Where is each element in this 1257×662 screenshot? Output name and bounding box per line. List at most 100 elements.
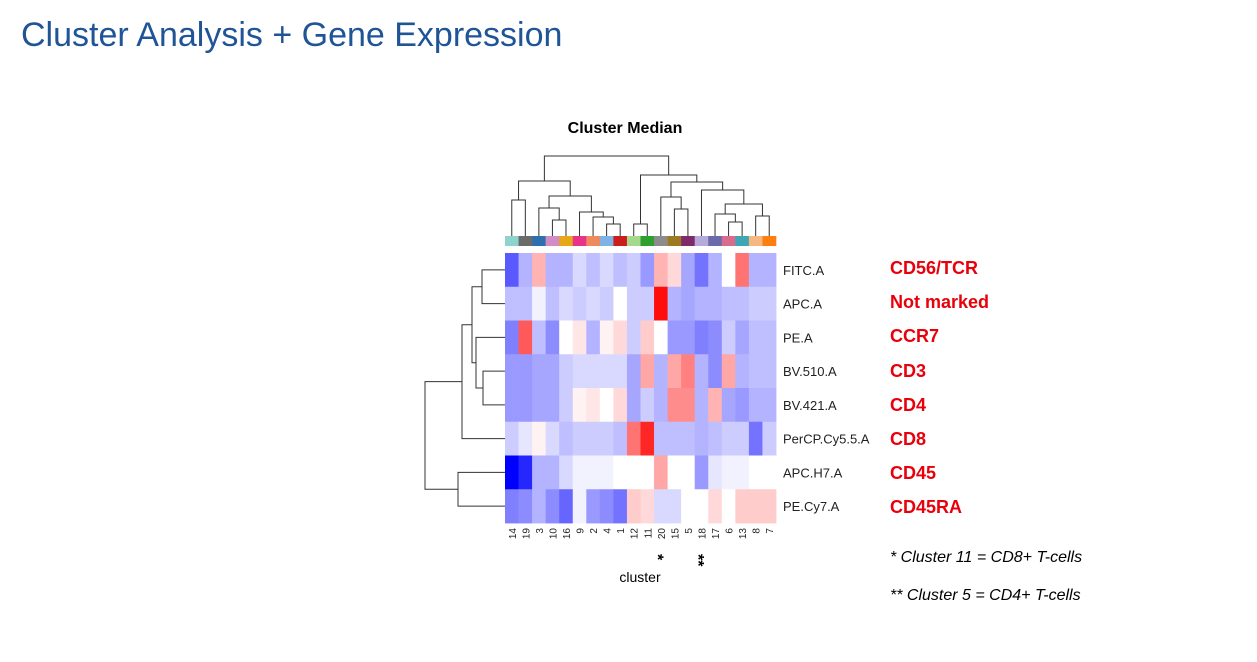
heatmap-cell (654, 388, 668, 423)
heatmap-cell (762, 455, 777, 490)
heatmap-cell (708, 388, 723, 423)
heatmap-cell (586, 253, 601, 288)
heatmap-cell (586, 455, 601, 490)
heatmap-cell (532, 421, 547, 456)
heatmap-cell (640, 455, 655, 490)
dendrogram-branch (728, 221, 743, 236)
marker-label-fitc: CD56/TCR (890, 258, 979, 278)
heatmap-cell (654, 253, 668, 288)
heatmap-cell (748, 489, 763, 524)
column-label: 10 (548, 528, 559, 540)
heatmap-cell (505, 421, 519, 456)
cluster-color-swatch (681, 236, 695, 246)
heatmap-cell (748, 388, 763, 423)
column-annotations: * ** (648, 554, 706, 567)
cluster-color-swatch (748, 236, 763, 246)
heatmap-cell (667, 489, 682, 524)
dendrogram-branch (551, 219, 567, 236)
column-annotation: ** (689, 554, 706, 567)
note-cluster-11: * Cluster 11 = CD8+ T-cells (890, 549, 1083, 566)
dendrogram-branch (511, 199, 526, 236)
heatmap-cell (545, 286, 560, 321)
heatmap-cell (545, 455, 560, 490)
dendrogram-branch (700, 189, 745, 236)
dendrogram-branch (482, 370, 505, 406)
column-label: 13 (738, 528, 749, 540)
heatmap-cell (518, 455, 533, 490)
cluster-color-swatch (667, 236, 682, 246)
heatmap-cell (572, 286, 587, 321)
heatmap-cell (559, 253, 574, 288)
heatmap-cell (721, 354, 736, 389)
cluster-color-swatch (572, 236, 587, 246)
dendrogram-branch (606, 223, 621, 236)
heatmap-cell (599, 354, 614, 389)
heatmap-cell (748, 253, 763, 288)
heatmap-cell (586, 320, 601, 355)
heatmap-cell (708, 253, 723, 288)
heatmap-cell (640, 354, 655, 389)
heatmap-cell (667, 354, 682, 389)
cluster-color-swatch (721, 236, 736, 246)
heatmap-cell (505, 354, 519, 389)
column-label: 11 (643, 528, 654, 539)
column-label: 18 (697, 528, 708, 540)
heatmap-cell (613, 421, 628, 456)
column-label: 17 (711, 528, 722, 540)
heatmap-cells (505, 253, 777, 524)
heatmap-cell (572, 253, 587, 288)
cluster-color-swatch (694, 236, 709, 246)
heatmap-cell (518, 286, 533, 321)
heatmap-cell (748, 421, 763, 456)
heatmap-cell (559, 286, 574, 321)
heatmap-cell (532, 253, 547, 288)
dendrogram-branch (660, 196, 682, 236)
column-label: 12 (630, 528, 641, 540)
heatmap-cell (762, 286, 777, 321)
heatmap-cell (721, 388, 736, 423)
heatmap-cell (599, 320, 614, 355)
heatmap-cell (626, 253, 641, 288)
heatmap-cell (532, 455, 547, 490)
heatmap-cell (748, 354, 763, 389)
heatmap-cell (613, 253, 628, 288)
heatmap-cell (518, 489, 533, 524)
heatmap-cell (626, 320, 641, 355)
dendrogram-branch (457, 471, 505, 507)
heatmap-cell (505, 489, 519, 524)
heatmap-cell (518, 421, 533, 456)
slide-title: Cluster Analysis + Gene Expression (21, 16, 563, 54)
heatmap-cell (586, 286, 601, 321)
heatmap-cell (532, 388, 547, 423)
heatmap-cell (545, 354, 560, 389)
heatmap-cell (654, 286, 668, 321)
heatmap-cell (640, 489, 655, 524)
heatmap-cell (762, 388, 777, 423)
heatmap-cell (667, 388, 682, 423)
heatmap-cell (708, 489, 723, 524)
heatmap-cell (735, 388, 750, 423)
cluster-color-swatch (599, 236, 614, 246)
heatmap-cell (735, 489, 750, 524)
heatmap-cell (505, 286, 519, 321)
heatmap-cell (572, 388, 587, 423)
dendrogram-branch (475, 336, 505, 389)
heatmap-cell (681, 388, 696, 423)
dendrogram-branch (592, 216, 614, 236)
heatmap-cell (654, 455, 668, 490)
dendrogram-branch (424, 381, 462, 490)
column-label: 8 (752, 528, 763, 534)
heatmap-cell (694, 354, 709, 389)
heatmap-cell (708, 286, 723, 321)
heatmap-cell (613, 455, 628, 490)
dendrogram-branch (633, 223, 648, 236)
heatmap-cell (505, 455, 519, 490)
heatmap-cell (586, 388, 601, 423)
row-label: BV.510.A (783, 364, 837, 379)
heatmap-cell (681, 354, 696, 389)
heatmap-cell (518, 320, 533, 355)
dendrogram-branch (518, 180, 571, 200)
cluster-color-swatch (505, 236, 519, 246)
heatmap-cell (748, 320, 763, 355)
